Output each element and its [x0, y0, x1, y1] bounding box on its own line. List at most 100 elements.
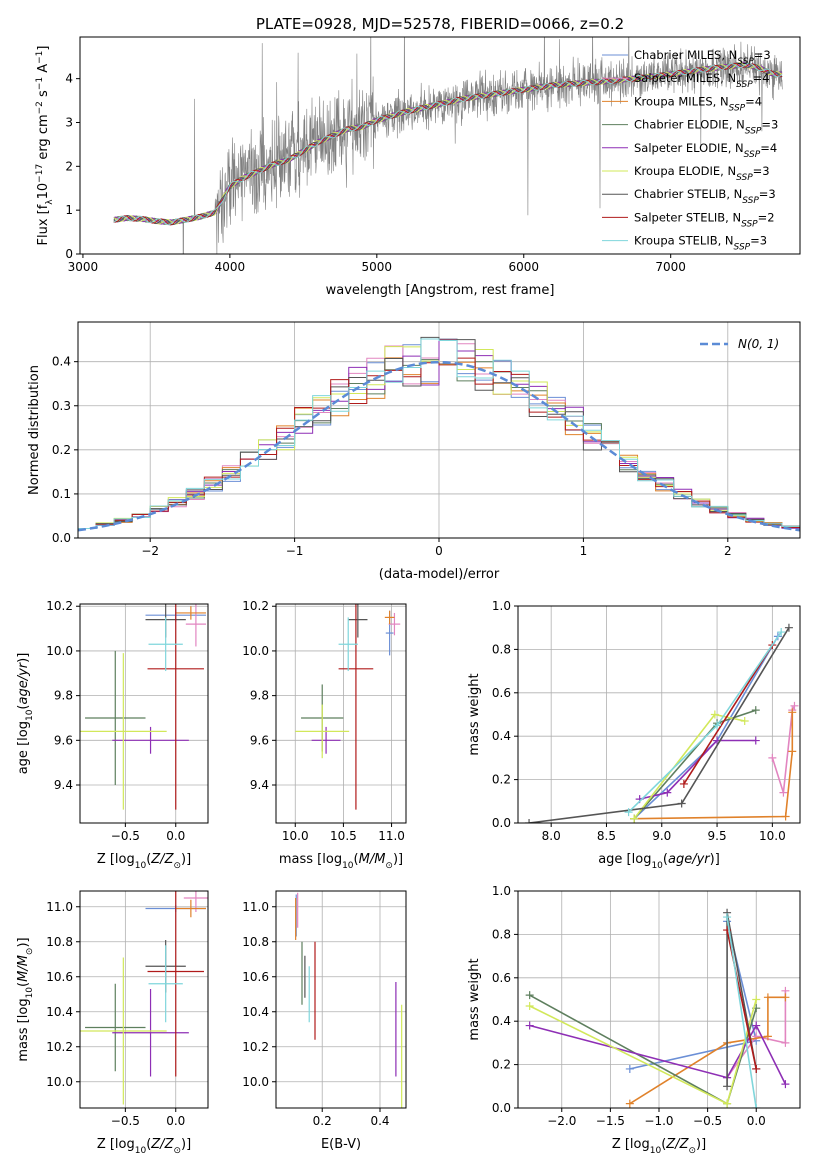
legend-label-part: SSP [734, 243, 751, 253]
y-tick-label: 10.2 [242, 1040, 269, 1054]
massweight-marker [777, 628, 786, 637]
massweight-marker [788, 708, 797, 717]
legend-label-part: Chabrier ELODIE, N [634, 118, 745, 132]
spectrum-model-line [113, 62, 783, 226]
y-tick-label: 0.2 [52, 443, 71, 457]
age-axis-label: age [log10(age/yr)] [598, 852, 720, 871]
age-axis-label-part: 10 [25, 709, 35, 721]
massweight-marker [624, 808, 633, 817]
x-tick-label: 10.0 [759, 829, 786, 843]
y-tick-label: 0.3 [52, 399, 71, 413]
y-tick-label: 0.8 [492, 927, 511, 941]
legend-label-part: Salpeter ELODIE, N [634, 141, 744, 155]
y-tick-label: 9.4 [250, 778, 269, 792]
massweight-marker [723, 1099, 732, 1108]
legend-label: Chabrier ELODIE, NSSP=3 [634, 118, 778, 137]
age-axis-label-part: age [log [598, 852, 651, 867]
x-tick-label: −0.5 [111, 829, 140, 843]
massweight-marker [740, 717, 749, 726]
x-tick-label: −2.0 [547, 1114, 576, 1128]
legend-label-part: Chabrier MILES, N [634, 48, 737, 62]
spectrum-ylabel-part: 10 [36, 183, 51, 200]
legend-label-part: Salpeter MILES, N [634, 71, 736, 85]
massweight-marker [710, 710, 719, 719]
spectrum-xlabel: wavelength [Angstrom, rest frame] [326, 283, 555, 298]
massweight-ylabel: mass weight [467, 673, 482, 755]
residuals-ylabel: Normed distribution [27, 365, 42, 495]
y-tick-label: 0.4 [52, 355, 71, 369]
mass-axis-label-part: ⊙ [25, 948, 35, 956]
y-tick-label: 9.6 [54, 733, 73, 747]
legend-label-part: =3 [754, 48, 771, 62]
legend-label-part: SSP [741, 219, 758, 229]
figure-title: PLATE=0928, MJD=52578, FIBERID=0066, z=0… [256, 15, 624, 33]
massweight-marker [723, 913, 732, 922]
massweight-line [634, 712, 794, 820]
spectrum-ylabel-part: A [36, 64, 51, 77]
massweight-line [726, 916, 757, 1108]
massweight-marker [763, 993, 772, 1002]
massweight-marker [525, 1021, 534, 1030]
panel-mass_vs_EBV: 0.2 0.4 10.0 10.2 10.4 10.6 10.8 11.0 E(B-V) [242, 890, 407, 1152]
legend-label: Chabrier STELIB, NSSP=3 [634, 187, 776, 206]
panel-residuals: −2 −1 0 1 2 0.0 0.1 0.2 0.3 0.4 N(0, 1) (data-model… [27, 321, 801, 582]
y-tick-label: 0.6 [492, 971, 511, 985]
x-tick-label: 7000 [655, 260, 686, 274]
legend-label-part: =4 [745, 94, 762, 108]
y-tick-label: 10.2 [46, 1040, 73, 1054]
legend-label-part: SSP [744, 150, 761, 160]
axes-frame [517, 605, 801, 824]
massweight-marker [752, 1021, 761, 1030]
panel-spectrum: 3000 4000 5000 6000 7000 0 1 2 3 4 wavelength [Ang… [35, 36, 801, 298]
x-tick-label: −0.5 [693, 1114, 722, 1128]
age-axis-label-part: )] [16, 653, 31, 663]
legend-label-part: Kroupa MILES, N [634, 94, 729, 108]
massweight-marker [525, 1002, 534, 1011]
z-axis-label-part: 10 [135, 861, 147, 871]
y-tick-label: 10.6 [242, 970, 269, 984]
spectrum-ylabel-part: −17 [35, 164, 45, 183]
massweight-marker [525, 819, 534, 823]
massweight-marker [751, 706, 760, 715]
panel-age_vs_mass: 10.0 10.5 11.0 9.4 9.6 9.8 10.0 10.2 mass [log10… [242, 599, 407, 871]
spectrum-data-line [113, 37, 783, 254]
z-axis-label-part: )] [181, 852, 191, 867]
legend-label-part: =4 [753, 71, 770, 85]
plot-area [80, 604, 206, 810]
legend-label: Kroupa STELIB, NSSP=3 [634, 234, 767, 253]
x-tick-label: −1.0 [644, 1114, 673, 1128]
massweight-marker [752, 1104, 761, 1108]
legend-label-part: SSP [737, 57, 754, 67]
mass-axis-label-part: 10 [342, 861, 354, 871]
y-tick-label: 1.0 [492, 884, 511, 898]
y-tick-label: 0.0 [52, 531, 71, 545]
mass-axis-label-part: )] [393, 852, 403, 867]
panel-massweight_vs_Z: −2.0 −1.5 −1.0 −0.5 0.0 0.0 0.2 0.4 0.6 0.8 1.0 mas… [467, 884, 801, 1156]
mass-axis-label-part: ⊙ [385, 861, 393, 871]
z-axis-label-part: )] [696, 1137, 706, 1152]
z-axis-label-part: Z/Z [150, 1137, 174, 1152]
y-tick-label: 9.4 [54, 778, 73, 792]
ebv-axis-label: E(B-V) [321, 1137, 361, 1152]
massweight-ylabel: mass weight [467, 958, 482, 1040]
y-tick-label: 1.0 [492, 599, 511, 613]
massweight-marker [625, 1099, 634, 1108]
x-tick-label: −1 [286, 544, 304, 558]
massweight-marker [779, 788, 788, 797]
z-axis-label-part: ⊙ [173, 1146, 181, 1156]
z-axis-label-part: ( [146, 1137, 151, 1152]
y-tick-label: 2 [65, 159, 73, 173]
mass-axis-label-part: M/M [359, 852, 386, 867]
y-tick-label: 11.0 [242, 900, 269, 914]
legend-label-part: =3 [750, 234, 767, 248]
mass-axis-label: mass [log10(M/M⊙)] [16, 937, 35, 1061]
legend-label-part: Chabrier STELIB, N [634, 187, 742, 201]
x-tick-label: −1.5 [596, 1114, 625, 1128]
legend-label-part: =2 [758, 210, 775, 224]
x-tick-label: 4000 [215, 260, 246, 274]
y-tick-label: 9.8 [250, 689, 269, 703]
spectrum-ylabel-part: −1 [35, 51, 45, 64]
massweight-marker [677, 799, 686, 808]
y-tick-label: 0.8 [492, 642, 511, 656]
x-tick-label: 6000 [508, 260, 539, 274]
